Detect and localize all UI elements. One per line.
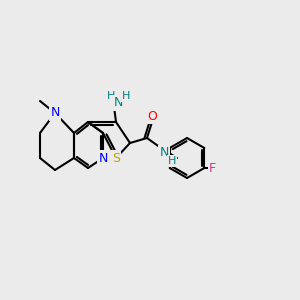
Text: H: H [107, 91, 115, 101]
Text: N: N [98, 152, 108, 164]
Text: N: N [50, 106, 60, 119]
Text: H: H [122, 91, 130, 101]
Text: H: H [168, 156, 176, 166]
Text: F: F [209, 161, 216, 175]
Text: O: O [147, 110, 157, 122]
Text: N: N [113, 97, 123, 110]
Text: S: S [112, 152, 120, 164]
Text: N: N [159, 146, 169, 160]
